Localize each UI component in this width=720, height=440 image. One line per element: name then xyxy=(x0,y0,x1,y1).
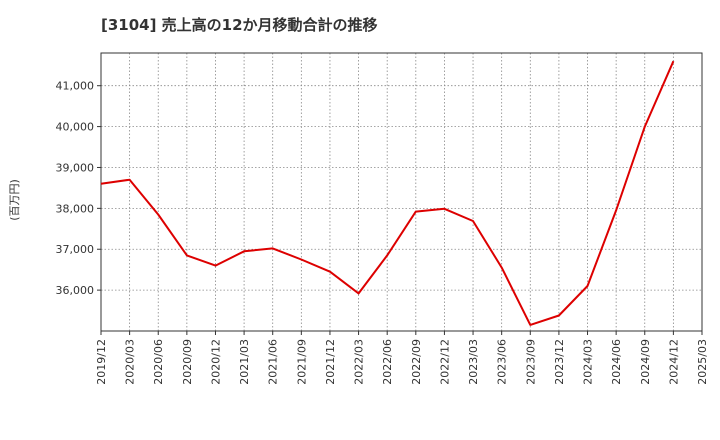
x-tick-label: 2022/06 xyxy=(381,339,394,385)
x-tick-label: 2020/06 xyxy=(152,339,165,385)
y-tick-label: 40,000 xyxy=(56,121,95,134)
x-tick-label: 2023/03 xyxy=(467,339,480,385)
axis-layer: 36,000 37,000 38,000 39,000 40,000 41,000 2019… xyxy=(56,52,709,385)
x-tick-label: 2024/03 xyxy=(582,339,595,385)
x-tick-label: 2023/06 xyxy=(496,339,509,385)
chart-title: [3104] 売上高の12か月移動合計の推移 xyxy=(101,16,378,34)
x-tick-label: 2022/09 xyxy=(410,339,423,385)
series-layer xyxy=(100,60,675,326)
x-tick-label: 2021/03 xyxy=(238,339,251,385)
y-axis-label: (百万円) xyxy=(8,179,21,221)
y-tick-label: 41,000 xyxy=(56,80,95,93)
y-tick-label: 36,000 xyxy=(56,284,95,297)
x-tick-label: 2022/12 xyxy=(438,339,451,385)
x-tick-label: 2020/09 xyxy=(181,339,194,385)
x-tick-label: 2021/06 xyxy=(267,339,280,385)
x-tick-label: 2024/09 xyxy=(639,339,652,385)
y-tick-label: 38,000 xyxy=(56,202,95,215)
x-tick-label: 2023/12 xyxy=(553,339,566,385)
x-tick-label: 2019/12 xyxy=(95,339,108,385)
plot-frame xyxy=(100,52,703,332)
x-tick-label: 2025/03 xyxy=(696,339,709,385)
grid-layer xyxy=(101,53,702,331)
x-tick-label: 2024/12 xyxy=(667,339,680,385)
x-tick-label: 2020/12 xyxy=(209,339,222,385)
x-tick-label: 2024/06 xyxy=(610,339,623,385)
x-tick-label: 2022/03 xyxy=(353,339,366,385)
x-tick-label: 2021/09 xyxy=(295,339,308,385)
series-line xyxy=(100,60,675,326)
y-tick-label: 39,000 xyxy=(56,161,95,174)
x-tick-label: 2020/03 xyxy=(124,339,137,385)
x-tick-label: 2023/09 xyxy=(524,339,537,385)
y-tick-label: 37,000 xyxy=(56,243,95,256)
x-tick-label: 2021/12 xyxy=(324,339,337,385)
